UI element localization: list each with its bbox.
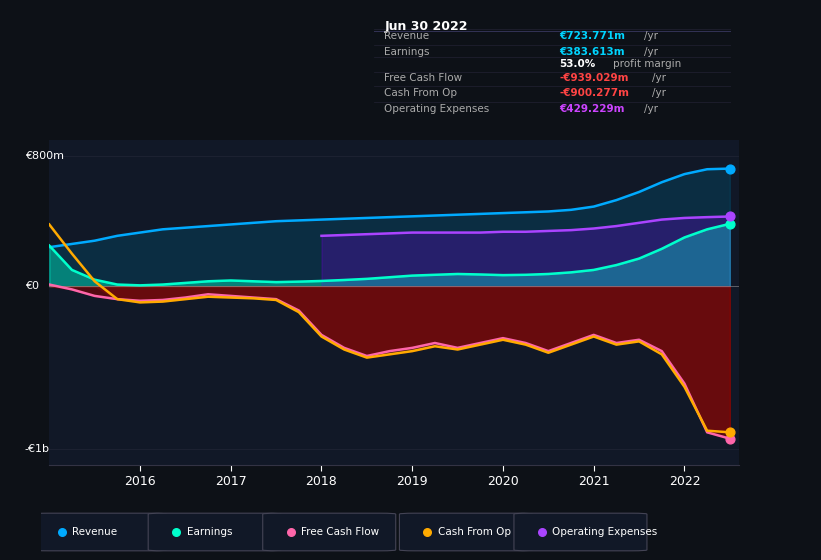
Point [723,428,736,437]
Text: Revenue: Revenue [384,31,429,41]
Text: -€900.277m: -€900.277m [559,88,629,98]
Text: 53.0%: 53.0% [559,59,595,69]
Text: Free Cash Flow: Free Cash Flow [301,527,379,537]
FancyBboxPatch shape [149,513,282,551]
FancyBboxPatch shape [34,513,167,551]
FancyBboxPatch shape [514,513,647,551]
Text: Cash From Op: Cash From Op [438,527,511,537]
Text: Operating Expenses: Operating Expenses [553,527,658,537]
Text: €723.771m: €723.771m [559,31,626,41]
Point [723,164,736,173]
Text: Jun 30 2022: Jun 30 2022 [384,20,468,33]
Text: €800m: €800m [25,151,64,161]
FancyBboxPatch shape [400,513,533,551]
Text: /yr: /yr [652,88,666,98]
Text: Earnings: Earnings [384,46,429,57]
Text: /yr: /yr [644,46,658,57]
Text: €429.229m: €429.229m [559,104,625,114]
Text: profit margin: profit margin [612,59,681,69]
Text: /yr: /yr [644,31,658,41]
Text: Operating Expenses: Operating Expenses [384,104,489,114]
Point [723,212,736,221]
Text: /yr: /yr [644,104,658,114]
Text: Cash From Op: Cash From Op [384,88,457,98]
Text: Earnings: Earnings [186,527,232,537]
FancyBboxPatch shape [263,513,396,551]
Point [535,528,548,536]
Text: Free Cash Flow: Free Cash Flow [384,73,462,83]
Point [55,528,68,536]
Point [421,528,434,536]
Point [170,528,183,536]
Text: €0: €0 [25,281,39,291]
Point [284,528,297,536]
Point [723,434,736,443]
Text: -€939.029m: -€939.029m [559,73,629,83]
Point [723,220,736,228]
Text: Revenue: Revenue [72,527,117,537]
Text: /yr: /yr [652,73,666,83]
Text: -€1b: -€1b [25,444,49,454]
Text: €383.613m: €383.613m [559,46,625,57]
